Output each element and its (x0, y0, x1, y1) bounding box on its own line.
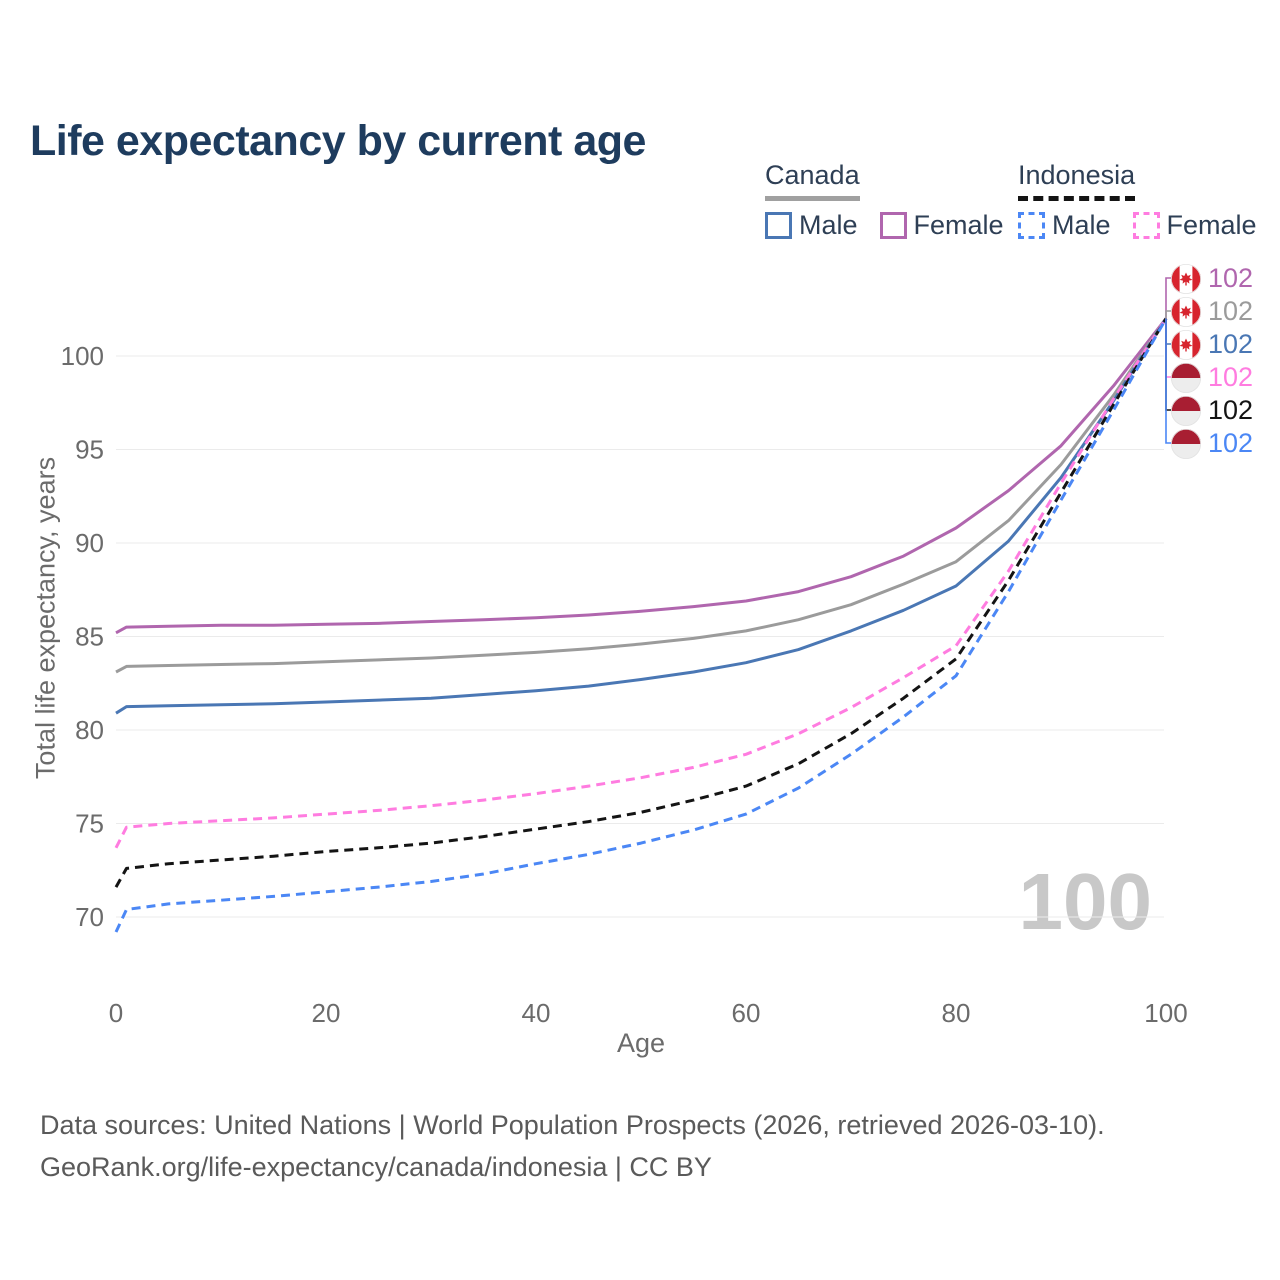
end-label-row: 102 (1171, 362, 1253, 393)
indonesia-flag-icon (1171, 428, 1201, 459)
end-label-row: 102 (1171, 296, 1253, 327)
legend-item-canada-male[interactable]: Male (765, 210, 858, 241)
x-tick-label: 20 (312, 998, 341, 1028)
y-tick-label: 80 (75, 715, 104, 745)
x-tick-label: 60 (732, 998, 761, 1028)
end-label-value: 102 (1208, 362, 1254, 392)
end-label-row: 102 (1171, 428, 1253, 459)
legend-label: Male (1052, 210, 1111, 240)
end-label-leader-line (1165, 318, 1172, 444)
series-line-indonesia-female[interactable] (114, 317, 1168, 849)
legend-country-indonesia[interactable]: Indonesia (1018, 160, 1136, 201)
series-line-indonesia-both[interactable] (114, 317, 1168, 888)
legend-item-canada-female[interactable]: Female (879, 210, 1004, 241)
y-tick-label: 70 (75, 902, 104, 932)
chart-title: Life expectancy by current age (30, 116, 646, 165)
end-label-leader-line (1165, 277, 1172, 319)
end-label-value: 102 (1208, 395, 1254, 425)
legend-label: Female (1166, 210, 1257, 240)
end-label-value: 102 (1208, 428, 1254, 458)
legend-item-indonesia-male[interactable]: Male (1018, 210, 1111, 241)
footer-attribution-link[interactable]: GeoRank.org/life-expectancy/canada/indon… (40, 1152, 712, 1182)
end-label-value: 102 (1208, 263, 1254, 293)
legend-group-indonesia: Indonesia Male Female (1018, 160, 1257, 241)
indonesia-female-swatch-icon (1132, 212, 1160, 239)
canada-flag-icon (1171, 329, 1201, 360)
canada-flag-icon (1171, 296, 1201, 327)
y-tick-label: 100 (61, 341, 104, 371)
x-tick-label: 80 (942, 998, 971, 1028)
canada-female-swatch-icon (879, 212, 907, 239)
end-label-leader-line (1165, 310, 1172, 319)
x-axis-title: Age (617, 1028, 665, 1058)
y-tick-label: 90 (75, 528, 104, 558)
legend-label: Male (799, 210, 858, 240)
age-frame-watermark: 100 (1018, 857, 1152, 946)
canada-flag-icon (1171, 263, 1201, 294)
end-label-row: 102 (1171, 263, 1253, 294)
series-line-canada-male[interactable] (115, 317, 1168, 715)
footer-data-sources: Data sources: United Nations | World Pop… (40, 1110, 1105, 1140)
legend-group-canada: Canada Male Female (765, 160, 1004, 241)
end-label-value: 102 (1208, 329, 1254, 359)
y-tick-label: 85 (75, 622, 104, 652)
x-tick-label: 40 (522, 998, 551, 1028)
series-line-canada-both[interactable] (115, 317, 1168, 674)
legend-country-canada[interactable]: Canada (765, 160, 860, 201)
indonesia-flag-icon (1171, 395, 1201, 426)
legend-label: Female (913, 210, 1004, 240)
footer: Data sources: United Nations | World Pop… (40, 1104, 1105, 1188)
end-label-row: 102 (1171, 395, 1253, 426)
y-tick-label: 75 (75, 809, 104, 839)
legend-item-indonesia-female[interactable]: Female (1132, 210, 1257, 241)
x-tick-label: 0 (109, 998, 123, 1028)
indonesia-male-swatch-icon (1018, 212, 1045, 239)
indonesia-flag-icon (1171, 362, 1201, 393)
series-line-indonesia-male[interactable] (114, 317, 1168, 933)
x-tick-label: 100 (1144, 998, 1187, 1028)
y-tick-label: 95 (75, 435, 104, 465)
series-line-canada-female[interactable] (115, 317, 1168, 635)
end-label-value: 102 (1208, 296, 1254, 326)
end-label-row: 102 (1171, 329, 1253, 360)
canada-male-swatch-icon (765, 212, 792, 239)
